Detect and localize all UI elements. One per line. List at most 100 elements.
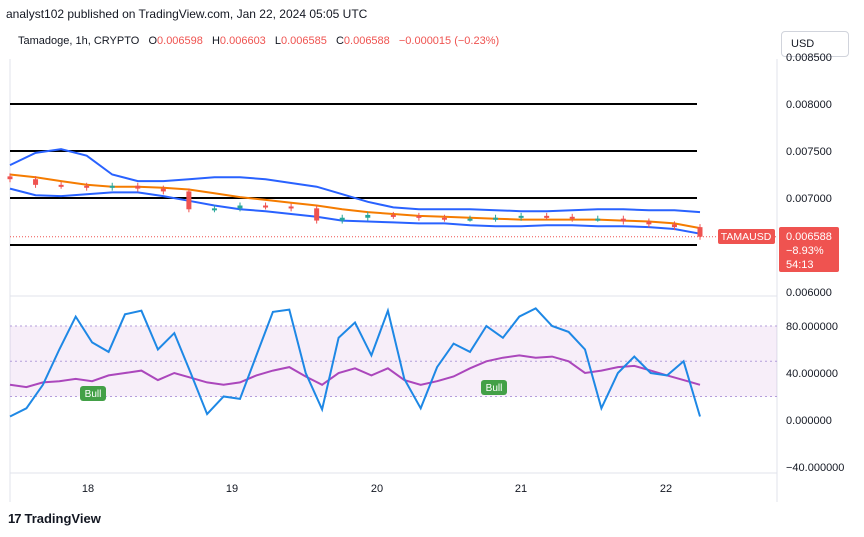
candle-7	[186, 188, 192, 213]
candle-body-16	[416, 215, 422, 218]
time-tick-1: 19	[226, 483, 238, 495]
tradingview-logo-icon: 17	[8, 511, 22, 526]
candle-body-18	[467, 218, 473, 221]
candle-13	[339, 214, 345, 224]
candle-15	[390, 211, 396, 219]
bull-label-text-1: Bull	[486, 383, 503, 394]
candle-body-3	[84, 185, 90, 188]
bollinger-upper-line	[9, 148, 701, 214]
candle-12	[314, 205, 320, 224]
legend-close: 0.006588	[343, 35, 390, 47]
candle-body-26	[671, 224, 677, 228]
candle-5	[135, 182, 141, 192]
candle-body-13	[339, 217, 345, 221]
candle-body-1	[33, 179, 39, 185]
currency-button[interactable]: USD	[781, 31, 849, 57]
legend-low: 0.006585	[281, 35, 327, 47]
price-badge	[779, 227, 839, 272]
bull-label-box-0	[80, 386, 106, 401]
legend-open: 0.006598	[157, 35, 203, 47]
time-tick-0: 18	[82, 483, 94, 495]
candle-14	[365, 211, 371, 221]
candle-3	[84, 182, 90, 191]
legend-high-label: H	[211, 35, 220, 47]
candle-10	[263, 202, 269, 210]
candle-11	[288, 203, 294, 212]
price-badge-countdown: 54:13	[786, 259, 814, 271]
candle-body-17	[441, 217, 447, 220]
candle-body-5	[135, 185, 141, 189]
published-caption: analyst102 published on TradingView.com,…	[6, 7, 368, 21]
legend-symbol: Tamadoge, 1h, CRYPTO	[18, 35, 140, 47]
time-tick-2: 20	[371, 483, 383, 495]
candle-18	[467, 215, 473, 222]
candle-body-0	[7, 176, 13, 180]
candle-1	[33, 176, 39, 188]
stoch-tick-3: −40.000000	[786, 462, 844, 474]
ticker-tag	[718, 229, 775, 244]
price-tick-3: 0.007500	[786, 146, 832, 158]
price-tick-0: 0.006000	[786, 287, 832, 299]
candle-23	[595, 215, 601, 222]
price-tick-2: 0.007000	[786, 193, 832, 205]
candle-body-8	[211, 208, 217, 211]
candle-body-7	[186, 191, 192, 210]
candle-body-12	[314, 208, 320, 221]
legend-high: 0.006603	[219, 35, 266, 47]
candle-8	[211, 205, 217, 213]
bollinger-lower-line	[9, 187, 701, 235]
candle-9	[237, 202, 243, 212]
candle-body-21	[544, 215, 550, 218]
stochastic-pane: Bull Bull	[9, 307, 777, 418]
tradingview-logo[interactable]: 17 TradingView	[8, 511, 101, 526]
axes: 0.006000 0.007000 0.007500 0.008000 0.008500…	[82, 52, 845, 495]
candle-22	[569, 213, 575, 222]
main-pane	[7, 103, 777, 246]
ticker-tag-text: TAMAUSD	[721, 231, 772, 243]
candle-body-15	[390, 214, 396, 217]
bull-label-box-1	[481, 380, 507, 395]
candle-body-25	[646, 221, 652, 225]
bull-label-1: Bull	[481, 380, 507, 395]
candle-body-9	[237, 205, 243, 209]
candle-21	[544, 212, 550, 220]
candle-body-19	[493, 217, 499, 220]
symbol-legend: Tamadoge, 1h, CRYPTO O0.006598 H0.006603…	[18, 35, 505, 47]
stoch-k-line	[9, 307, 701, 418]
candle-body-11	[288, 206, 294, 209]
legend-open-label: O	[148, 35, 158, 47]
stoch-tick-1: 40.000000	[786, 368, 838, 380]
candle-20	[518, 212, 524, 221]
candle-25	[646, 218, 652, 228]
candle-body-4	[109, 185, 115, 188]
stoch-d-line	[9, 354, 701, 389]
tradingview-brand: TradingView	[24, 511, 101, 526]
price-tick-5: 0.008500	[786, 52, 832, 64]
price-badge-price: 0.006588	[786, 231, 832, 243]
candle-body-22	[569, 216, 575, 219]
candle-0	[7, 173, 13, 183]
legend-low-label: L	[274, 35, 281, 47]
price-tick-4: 0.008000	[786, 99, 832, 111]
legend-change: −0.000015 (−0.23%)	[398, 35, 500, 47]
candle-26	[671, 221, 677, 231]
candle-4	[109, 182, 115, 191]
candle-body-20	[518, 215, 524, 218]
candle-2	[58, 181, 64, 189]
candle-body-23	[595, 218, 601, 221]
stoch-tick-0: 80.000000	[786, 321, 838, 333]
price-badge-change: −8.93%	[786, 245, 824, 257]
candle-6	[160, 185, 166, 195]
candle-17	[441, 214, 447, 222]
candle-24	[620, 215, 626, 225]
stoch-tick-2: 0.000000	[786, 415, 832, 427]
candle-body-6	[160, 188, 166, 192]
time-tick-3: 21	[515, 483, 527, 495]
ema-line	[9, 173, 701, 230]
candle-body-2	[58, 184, 64, 187]
candle-body-27	[697, 227, 703, 237]
bull-label-0: Bull	[80, 386, 106, 401]
candle-body-24	[620, 218, 626, 222]
candle-19	[493, 214, 499, 222]
